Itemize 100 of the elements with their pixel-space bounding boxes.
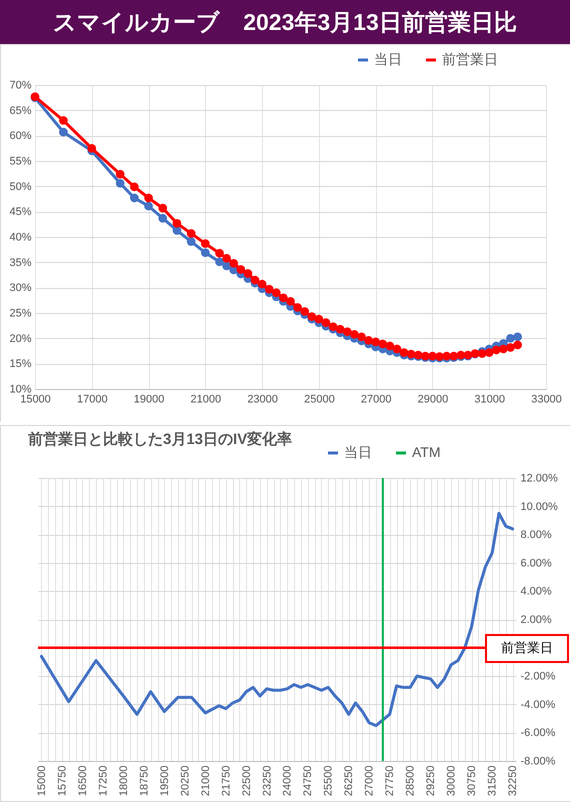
y2-tick-label: 2.00% [520,614,552,626]
y-tick-label: 45% [9,206,32,218]
point [144,194,153,202]
point [322,318,330,327]
y-tick-label: 15% [9,358,32,370]
x-tick-label: 23250 [261,766,274,796]
point [158,214,168,223]
point [222,254,231,263]
point [87,144,96,153]
point [386,342,394,350]
y2-tick-label: 12.00% [520,472,558,484]
x-tick-label: 16500 [76,766,89,796]
x-tick-label: 26250 [343,766,356,796]
x-tick-label: 29000 [418,394,448,406]
point [130,182,139,192]
point [492,346,501,354]
point [506,343,515,352]
point [186,229,196,238]
point [307,312,316,321]
y2-tick-label: 6.00% [520,557,552,570]
y2-tick-label: -6.00% [520,727,556,740]
point [286,297,295,306]
x-tick-label: 15000 [20,394,51,406]
point [215,258,224,266]
x-tick-label: 27000 [360,394,392,406]
point [371,338,380,346]
legend-label: 当日 [344,444,372,460]
x-tick-label: 24750 [302,766,314,796]
x-tick-label: 20250 [179,766,192,796]
x-tick-label: 17250 [97,766,110,796]
x-tick-label: 22500 [240,766,253,796]
y2-tick-label: 10.00% [520,500,558,513]
point [250,276,260,284]
y-tick-label: 20% [9,332,32,345]
point [279,293,288,302]
x-tick-label: 18750 [138,766,150,796]
y-tick-label: 65% [9,104,32,117]
x-tick-label: 31000 [474,394,506,406]
y2-tick-label: -8.00% [520,756,556,768]
y2-tick-label: -2.00% [520,670,556,683]
point [506,334,515,343]
y-tick-label: 25% [9,308,32,320]
y-tick-label: 55% [9,156,32,168]
point [186,237,196,246]
point [144,202,153,210]
x-tick-label: 31500 [486,766,499,796]
x-tick-label: 15000 [36,766,48,796]
point [258,280,266,288]
y-tick-label: 60% [9,130,32,142]
point [342,327,352,336]
point [116,178,124,188]
x-tick-label: 17000 [76,394,108,406]
point [378,340,388,348]
x-tick-label: 29250 [425,766,438,796]
point [272,288,281,298]
point [392,344,402,354]
point [264,284,274,294]
x-tick-label: 25000 [304,394,335,406]
point [357,332,366,342]
line-series [40,512,514,728]
point [244,269,252,278]
point [229,259,238,268]
point [300,307,310,316]
y-tick-label: 70% [9,80,32,92]
point [484,348,494,357]
x-tick-label: 27750 [384,766,396,796]
x-tick-label: 19500 [158,766,171,796]
point [158,204,168,212]
ref-line-label: 前営業日 [485,634,569,663]
point [172,219,182,228]
point [59,128,68,136]
point [328,322,338,331]
x-tick-label: 27000 [364,766,376,796]
x-tick-label: 30000 [446,766,458,796]
point [350,330,359,339]
y-tick-label: 35% [9,256,32,269]
y-tick-label: 10% [9,384,32,396]
x-tick-label: 21750 [220,766,232,796]
y2-tick-label: 8.00% [520,529,552,542]
point [400,348,408,357]
point [116,170,124,178]
x-tick-label: 21000 [190,394,222,406]
x-tick-label: 32250 [507,766,520,796]
chart-title: スマイルカーブ 2023年3月13日前営業日比 [0,0,570,44]
x-tick-label: 30750 [466,766,478,796]
x-tick-label: 25500 [322,766,335,796]
y-tick-label: 50% [9,180,32,193]
y2-tick-label: 4.00% [520,586,552,598]
chart-title: 前営業日と比較した3月13日のIV変化率 [28,430,292,449]
point [336,324,345,334]
point [293,303,302,312]
point [215,248,224,258]
point [201,248,210,258]
point [364,336,373,345]
x-tick-label: 28500 [404,766,417,796]
x-tick-label: 19000 [134,394,164,406]
y-tick-label: 30% [9,282,32,294]
point [314,314,324,324]
legend-label: 当日 [374,51,402,67]
point [59,116,68,125]
